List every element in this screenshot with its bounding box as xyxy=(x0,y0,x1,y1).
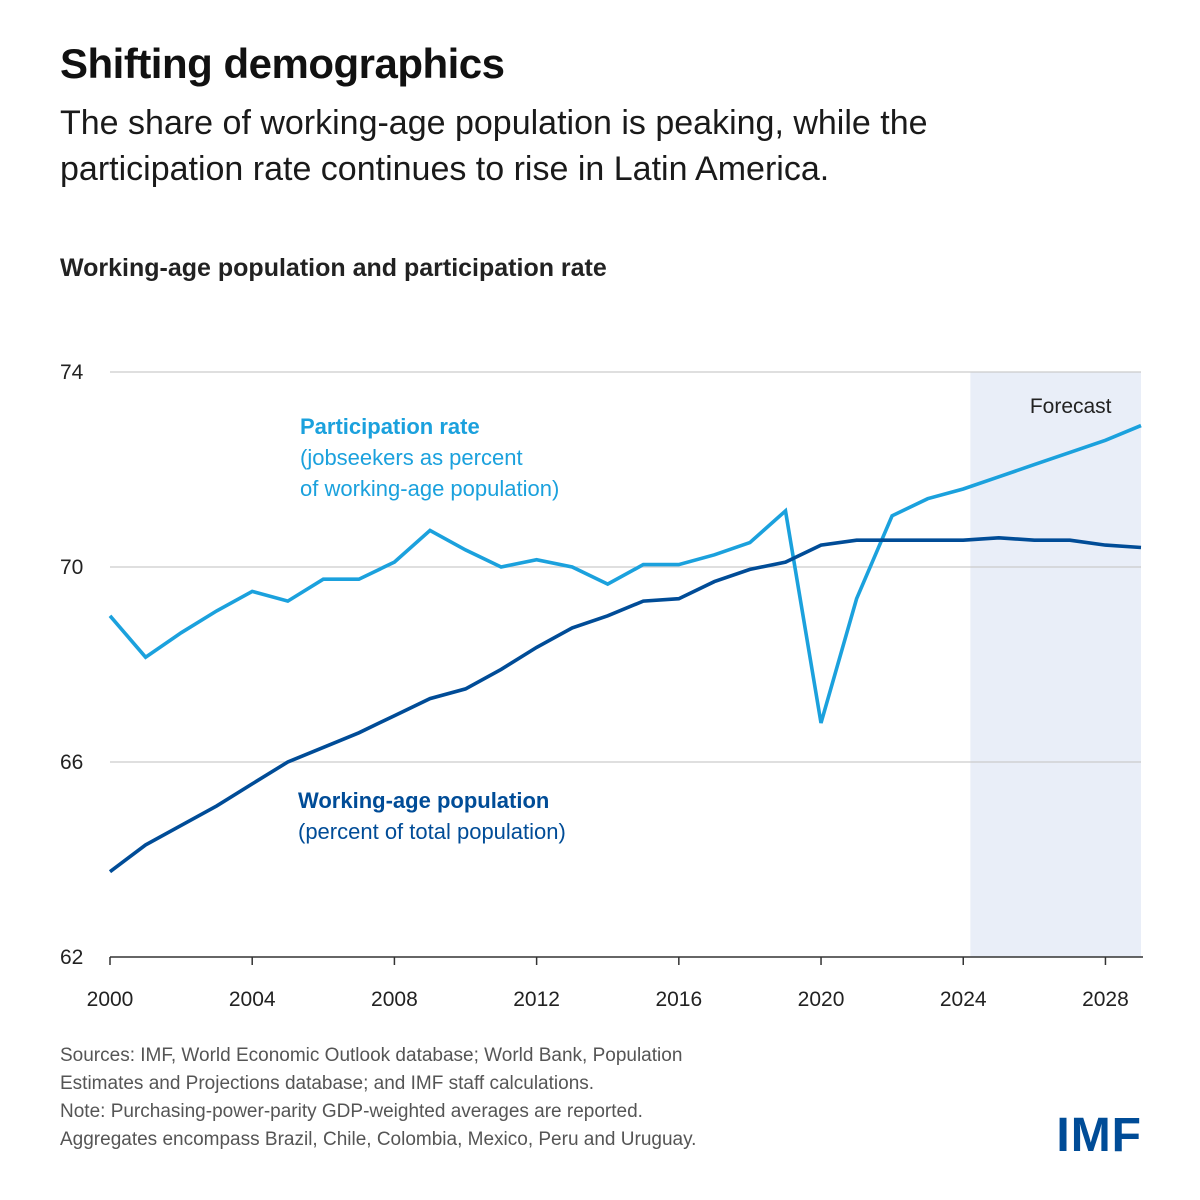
y-axis-labels: 62 66 70 74 xyxy=(60,361,84,969)
forecast-shade xyxy=(970,372,1141,957)
y-tick-label: 62 xyxy=(60,946,83,969)
forecast-region: Forecast xyxy=(970,372,1141,957)
page-subtitle: The share of working-age population is p… xyxy=(60,104,928,188)
x-axis xyxy=(109,956,1143,965)
chart-title: Working-age population and participation… xyxy=(60,254,607,282)
x-tick-label: 2000 xyxy=(87,988,134,1011)
working-age-population-line xyxy=(108,535,1142,874)
working-age-population-label-title: Working-age population xyxy=(298,788,549,813)
imf-logo: IMF xyxy=(1056,1109,1142,1162)
footnote-line: Estimates and Projections database; and … xyxy=(60,1073,595,1094)
y-tick-label: 74 xyxy=(60,361,84,384)
participation-rate-label-note: (jobseekers as percent xyxy=(300,445,523,470)
x-tick-label: 2012 xyxy=(513,988,560,1011)
footnote-line: Sources: IMF, World Economic Outlook dat… xyxy=(60,1045,683,1066)
x-tick-label: 2024 xyxy=(940,988,987,1011)
page-title: Shifting demographics xyxy=(60,40,505,87)
footnote-line: Note: Purchasing-power-parity GDP-weight… xyxy=(60,1101,643,1122)
gridlines xyxy=(110,371,1141,763)
x-tick-label: 2028 xyxy=(1082,988,1129,1011)
working-age-population-label-note: (percent of total population) xyxy=(298,819,566,844)
series-labels: Participation rate (jobseekers as percent… xyxy=(298,414,566,844)
forecast-label: Forecast xyxy=(1030,395,1112,418)
chart-footnote: Sources: IMF, World Economic Outlook dat… xyxy=(60,1042,696,1154)
participation-rate-line xyxy=(108,423,1142,724)
x-tick-label: 2004 xyxy=(229,988,276,1011)
participation-rate-label-title: Participation rate xyxy=(300,414,480,439)
x-tick-label: 2020 xyxy=(798,988,845,1011)
series-lines xyxy=(108,423,1142,874)
y-tick-label: 66 xyxy=(60,751,83,774)
footnote-line: Aggregates encompass Brazil, Chile, Colo… xyxy=(60,1129,697,1150)
x-axis-labels: 2000 2004 2008 2012 2016 2020 2024 2028 xyxy=(87,988,1129,1011)
x-tick-label: 2016 xyxy=(655,988,702,1011)
x-tick-label: 2008 xyxy=(371,988,418,1011)
participation-rate-label-note: of working-age population) xyxy=(300,476,559,501)
y-tick-label: 70 xyxy=(60,556,83,579)
